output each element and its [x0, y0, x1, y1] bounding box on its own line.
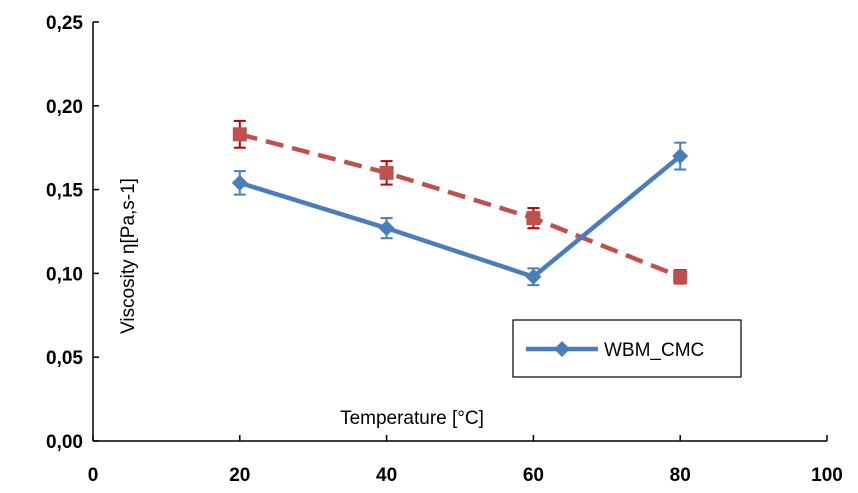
- data-point-diamond: [525, 268, 542, 285]
- series-dashed-red: [232, 119, 688, 285]
- data-point-diamond: [378, 220, 395, 237]
- data-point-square: [232, 127, 247, 142]
- legend: WBM_CMC: [512, 319, 742, 378]
- x-tick-label: 100: [811, 465, 843, 486]
- y-tick-label: 0,20: [46, 97, 83, 118]
- x-tick-label: 40: [376, 465, 397, 486]
- x-tick-label: 80: [670, 465, 691, 486]
- y-tick-label: 0,25: [46, 13, 83, 34]
- x-axis-title: Temperature [°C]: [340, 408, 484, 429]
- legend-label: WBM_CMC: [604, 340, 704, 361]
- series-wbm-cmc: [231, 141, 689, 287]
- x-tick-label: 0: [88, 465, 99, 486]
- y-tick-label: 0,05: [46, 348, 83, 369]
- y-tick-label: 0,00: [46, 432, 83, 453]
- legend-swatch-marker: [554, 341, 570, 357]
- y-tick-label: 0,15: [46, 181, 83, 202]
- ticks-layer: 0,00 0,05 0,10 0,15 0,20 0,25 0 20 40 60 80 100: [46, 13, 843, 486]
- x-tick-label: 20: [229, 465, 250, 486]
- series-layer: [231, 119, 689, 287]
- data-point-square: [379, 165, 394, 180]
- series-line: [239, 132, 682, 279]
- y-tick-label: 0,10: [46, 264, 83, 285]
- axes-layer: [92, 22, 827, 442]
- data-point-diamond: [231, 174, 248, 191]
- data-point-diamond: [672, 148, 689, 165]
- series-line: [239, 154, 682, 280]
- y-axis-title: Viscosity η[Pa,s-1]: [118, 178, 139, 334]
- data-point-square: [673, 269, 688, 284]
- x-tick-label: 60: [523, 465, 544, 486]
- data-point-square: [526, 211, 541, 226]
